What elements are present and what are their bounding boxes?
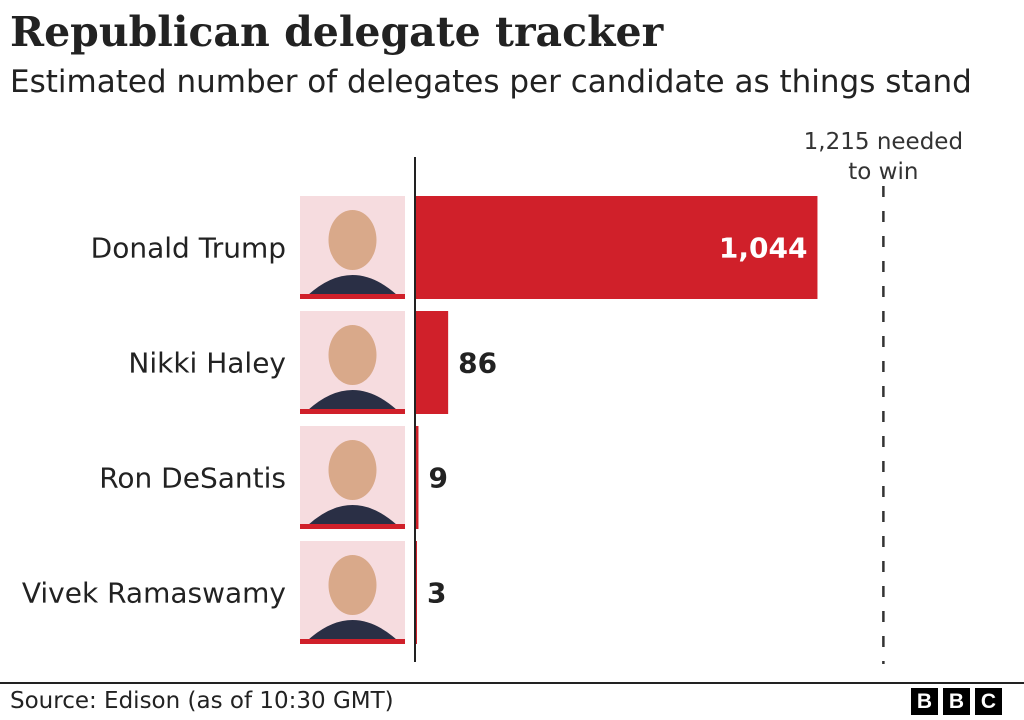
label-nikki-haley: Nikki Haley xyxy=(128,347,286,380)
value-label-donald-trump: 1,044 xyxy=(719,232,808,265)
logo-letter-c: C xyxy=(975,688,1002,715)
portrait-stripe-vivek-ramaswamy xyxy=(300,639,405,644)
shoulders-donald-trump xyxy=(308,275,397,295)
bar-donald-trump xyxy=(415,196,818,299)
logo-letter-b1: B xyxy=(911,688,938,715)
chart-subtitle: Estimated number of delegates per candid… xyxy=(10,64,972,100)
bbc-logo: B B C xyxy=(911,688,1002,715)
chart-title: Republican delegate tracker xyxy=(10,8,664,56)
value-label-vivek-ramaswamy: 3 xyxy=(427,577,446,610)
value-label-ron-desantis: 9 xyxy=(428,462,447,495)
face-nikki-haley xyxy=(328,325,377,385)
shoulders-vivek-ramaswamy xyxy=(308,620,397,640)
target-label-line1: 1,215 needed xyxy=(804,129,963,155)
value-label-nikki-haley: 86 xyxy=(458,347,497,380)
face-ron-desantis xyxy=(328,440,377,500)
portrait-stripe-donald-trump xyxy=(300,294,405,299)
label-donald-trump: Donald Trump xyxy=(91,232,286,265)
shoulders-ron-desantis xyxy=(308,505,397,525)
source-note: Source: Edison (as of 10:30 GMT) xyxy=(10,688,394,714)
bar-ron-desantis xyxy=(415,426,419,529)
face-donald-trump xyxy=(328,210,377,270)
shoulders-nikki-haley xyxy=(308,390,397,410)
logo-letter-b2: B xyxy=(943,688,970,715)
bar-nikki-haley xyxy=(415,311,449,414)
face-vivek-ramaswamy xyxy=(328,555,377,615)
portrait-stripe-nikki-haley xyxy=(300,409,405,414)
target-label-line2: to win xyxy=(848,159,918,185)
portrait-stripe-ron-desantis xyxy=(300,524,405,529)
label-vivek-ramaswamy: Vivek Ramaswamy xyxy=(22,577,286,610)
label-ron-desantis: Ron DeSantis xyxy=(99,462,286,495)
footer-divider xyxy=(0,682,1024,684)
